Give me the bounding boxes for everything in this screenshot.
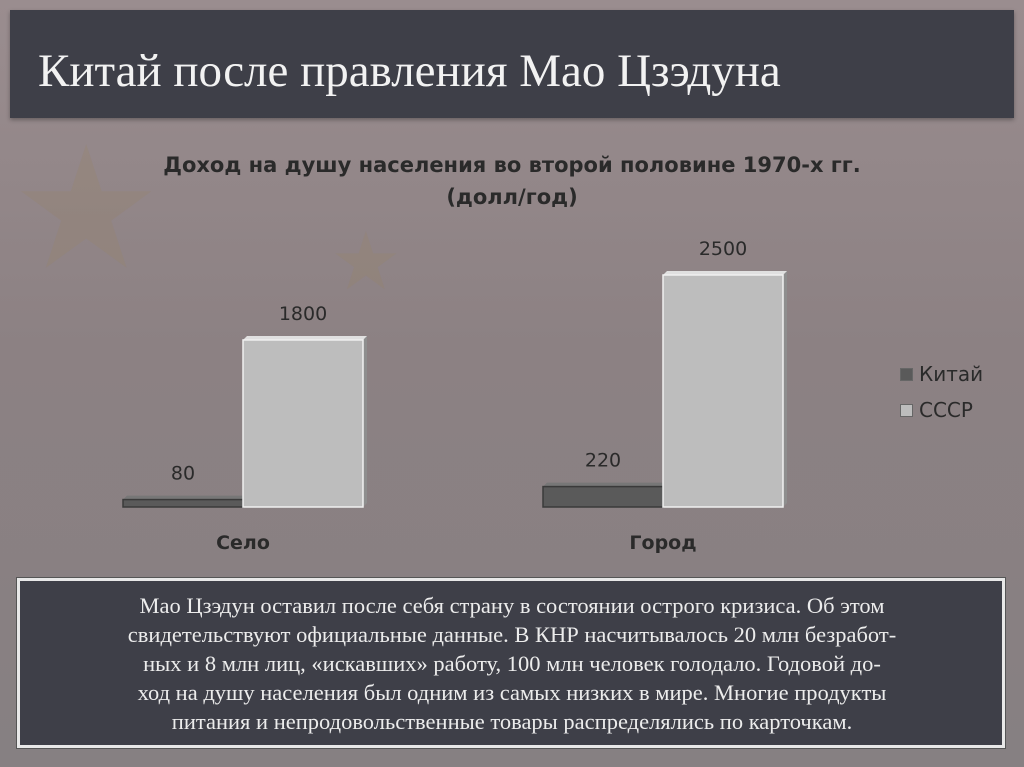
chart-title: Доход на душу населения во второй полови… [163,153,861,177]
bar-ussr [242,339,364,508]
legend-swatch-china [900,367,913,381]
legend-label-china: Китай [919,362,984,386]
bar-top [663,271,787,275]
data-label: 80 [171,463,195,485]
flag-star-large-icon: ★ [10,110,163,308]
slide-title: Китай после правления Мао Цзэдуна [38,45,781,97]
info-textbox: Мао Цзэдун оставил после себя страну в с… [17,578,1005,748]
bar-side [783,271,787,507]
data-label: 2500 [699,238,747,260]
info-paragraph-line: питания и непродовольственные товары рас… [171,709,853,734]
info-paragraph-line: ход на душу населения был одним из самых… [137,680,887,705]
bar-top [543,482,667,487]
flag-star-small-icon: ★ [330,215,402,308]
legend-label-ussr: СССР [919,398,973,422]
info-paragraph: Мао Цзэдун оставил после себя страну в с… [40,591,984,736]
info-paragraph-line: ных и 8 млн лиц, «искавших» работу, 100 … [143,651,881,676]
legend-item-ussr: СССР [900,392,983,428]
bar-china [122,498,244,508]
info-paragraph-line: Мао Цзэдун оставил после себя страну в с… [139,593,885,618]
chart-subtitle: (долл/год) [446,185,578,209]
category-label: Село [216,532,270,554]
bar-top [243,335,367,340]
bar-top [123,495,247,500]
info-paragraph-line: свидетельствуют официальные данные. В КН… [127,622,897,647]
bar-china [542,485,664,508]
bar-ussr [662,274,784,508]
bar-side [363,335,367,507]
data-label: 220 [585,450,621,472]
legend-item-china: Китай [900,356,983,392]
legend-swatch-ussr [900,403,913,417]
title-bar: Китай после правления Мао Цзэдуна [10,10,1014,118]
category-label: Город [629,532,696,554]
chart-legend: Китай СССР [900,356,983,428]
data-label: 1800 [279,303,327,325]
